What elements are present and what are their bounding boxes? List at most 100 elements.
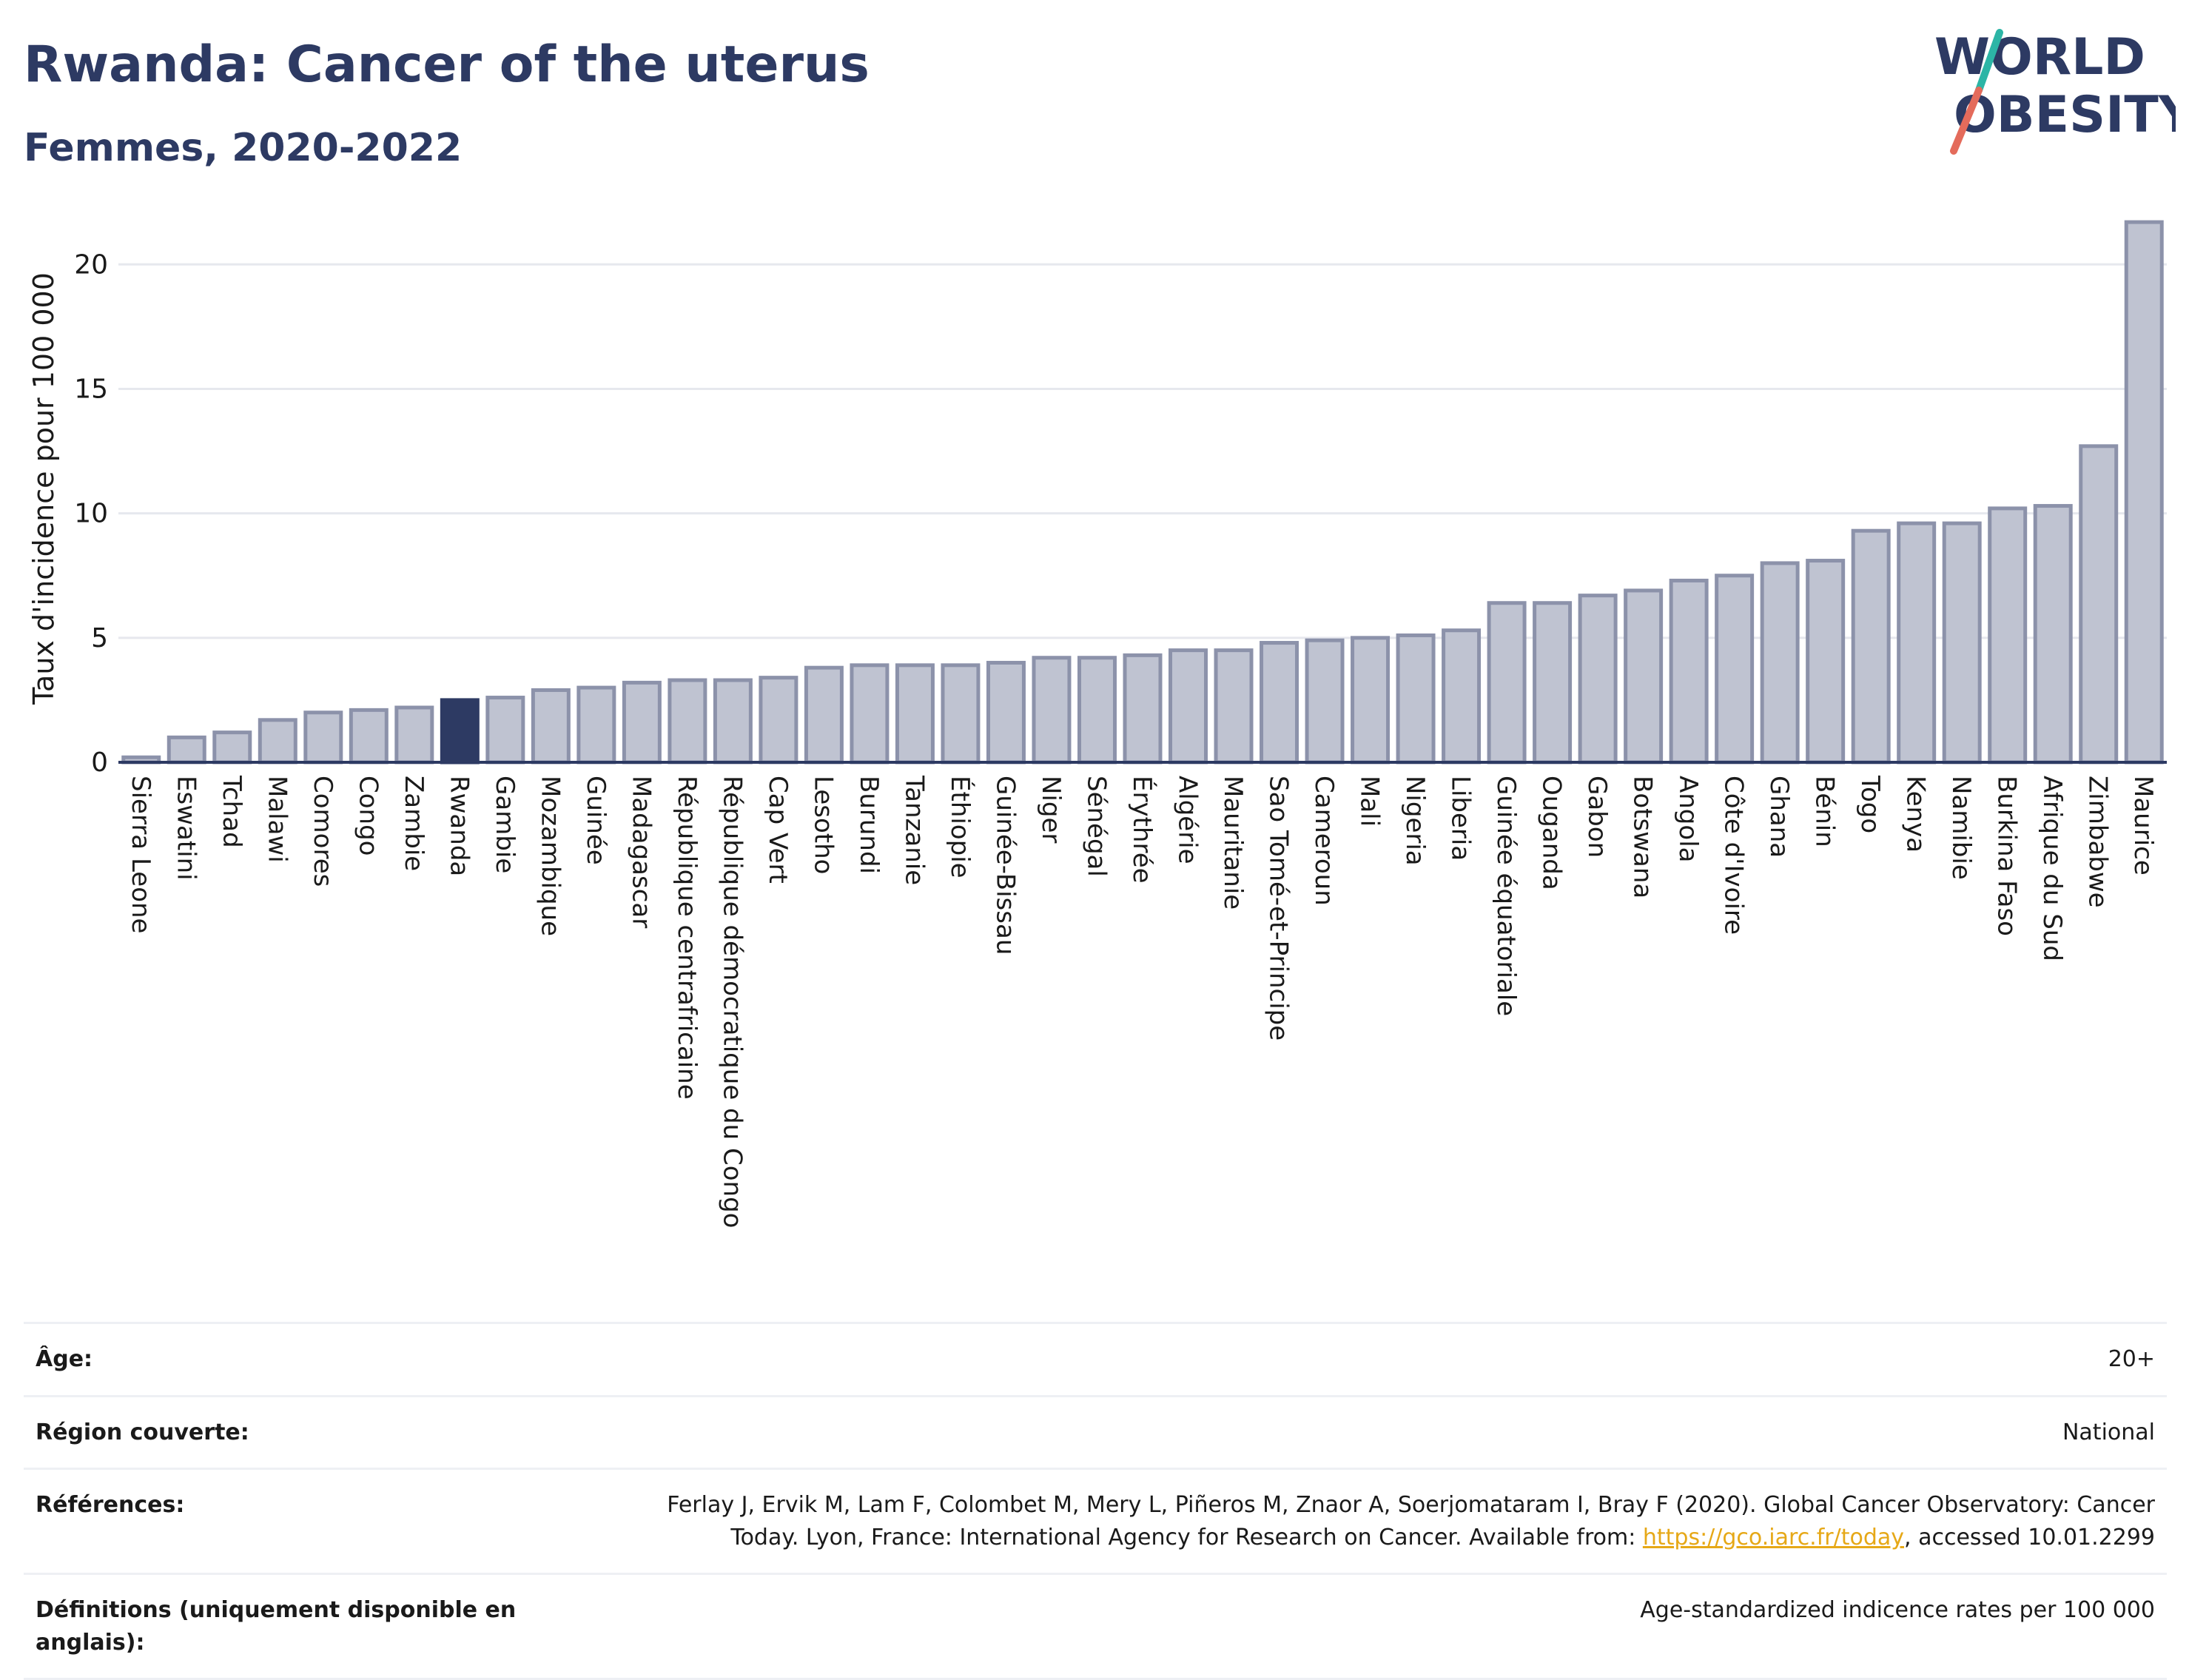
bar-7[interactable]	[440, 698, 480, 765]
y-tick-label: 5	[91, 623, 108, 653]
x-tick-label: Mozambique	[535, 776, 565, 936]
bar-23[interactable]	[1169, 648, 1208, 765]
bar-18[interactable]	[941, 663, 981, 765]
y-tick-label: 0	[91, 747, 108, 778]
meta-row-region: Région couverte: National	[24, 1394, 2167, 1468]
x-tick-label: Sao Tomé-et-Principe	[1264, 776, 1294, 1041]
x-tick-label: Sierra Leone	[126, 776, 155, 933]
bar-16[interactable]	[850, 663, 890, 765]
bar-28[interactable]	[1396, 633, 1436, 765]
bar-38[interactable]	[1851, 528, 1891, 765]
bar-33[interactable]	[1624, 588, 1664, 765]
bar-15[interactable]	[804, 665, 844, 765]
world-obesity-logo: WORLD OBESITY	[1934, 28, 2176, 155]
y-tick-label: 15	[74, 374, 108, 404]
x-tick-label: Ouganda	[1537, 776, 1567, 890]
x-tick-label: Niger	[1036, 776, 1066, 843]
bar-12[interactable]	[668, 678, 707, 765]
chart-subtitle: Femmes, 2020-2022	[24, 126, 463, 170]
bar-2[interactable]	[212, 730, 252, 765]
bar-1[interactable]	[167, 735, 206, 765]
x-tick-label: Nigeria	[1400, 776, 1430, 866]
bar-25[interactable]	[1260, 641, 1299, 765]
x-tick-label: Burkina Faso	[1992, 776, 2022, 936]
bar-13[interactable]	[713, 678, 753, 765]
bar-26[interactable]	[1305, 638, 1345, 765]
meta-definitions-value: Age-standardized indicence rates per 100…	[1640, 1597, 2155, 1623]
x-tick-label: Botswana	[1628, 776, 1658, 898]
x-tick-label: Bénin	[1810, 776, 1840, 847]
x-tick-label: Zimbabwe	[2083, 776, 2113, 908]
bar-11[interactable]	[622, 680, 662, 765]
axes: 0 5 10 15 20 Sierra Leone Eswatini Tchad Malawi C…	[74, 249, 2167, 1228]
bars	[121, 220, 2164, 765]
bar-3[interactable]	[258, 718, 297, 765]
x-tick-label: Guinée	[581, 776, 611, 865]
x-tick-label: Malawi	[262, 776, 292, 863]
bar-9[interactable]	[531, 688, 571, 765]
x-tick-label: Sénégal	[1081, 776, 1111, 877]
x-tick-label: Gambie	[490, 776, 519, 873]
bar-8[interactable]	[485, 696, 525, 765]
bar-40[interactable]	[1942, 521, 1982, 765]
bar-chart: 0 5 10 15 20 Sierra Leone Eswatini Tchad Malawi C…	[27, 220, 2167, 1228]
references-link[interactable]: https://gco.iarc.fr/today	[1642, 1524, 1905, 1550]
x-tick-label: Éthiopie	[945, 776, 975, 878]
bar-37[interactable]	[1806, 559, 1846, 765]
y-tick-label: 20	[74, 249, 108, 280]
chart-title: Rwanda: Cancer of the uterus	[24, 36, 870, 94]
bar-44[interactable]	[2124, 220, 2164, 765]
x-tick-label: Algérie	[1173, 776, 1203, 864]
bar-17[interactable]	[895, 663, 935, 765]
bar-21[interactable]	[1077, 656, 1117, 765]
y-axis-title: Taux d'incidence pour 100 000	[27, 272, 60, 705]
x-tick-label: République démocratique du Congo	[717, 776, 747, 1228]
bar-19[interactable]	[986, 660, 1026, 765]
references-text: Ferlay J, Ervik M, Lam F, Colombet M, Me…	[667, 1492, 2155, 1550]
x-tick-label: Cameroun	[1309, 776, 1339, 906]
x-tick-label: Mali	[1355, 776, 1385, 827]
bar-36[interactable]	[1760, 561, 1800, 765]
bar-43[interactable]	[2079, 444, 2119, 765]
meta-row-age: Âge: 20+	[24, 1322, 2167, 1395]
x-tick-label: Cap Vert	[763, 776, 793, 884]
bar-6[interactable]	[394, 705, 434, 765]
bar-27[interactable]	[1351, 636, 1391, 765]
bar-4[interactable]	[303, 710, 343, 765]
meta-region-value: National	[2062, 1419, 2155, 1445]
logo-stripe-teal	[1975, 29, 2003, 94]
x-tick-label: Côte d'Ivoire	[1719, 776, 1749, 935]
bar-41[interactable]	[1988, 506, 2028, 765]
bar-14[interactable]	[759, 676, 798, 765]
bar-29[interactable]	[1442, 628, 1482, 765]
meta-age-value: 20+	[2108, 1346, 2155, 1372]
x-tick-label: Congo	[353, 776, 383, 856]
y-tick-label: 10	[74, 499, 108, 529]
bar-5[interactable]	[349, 708, 389, 765]
meta-row-definitions: Définitions (uniquement disponible en an…	[24, 1573, 2167, 1680]
x-tick-label: Comores	[308, 776, 337, 887]
bar-24[interactable]	[1214, 648, 1254, 765]
meta-definitions-label: Définitions (uniquement disponible en an…	[36, 1597, 517, 1656]
bar-20[interactable]	[1032, 656, 1072, 765]
bar-32[interactable]	[1578, 594, 1618, 765]
bar-22[interactable]	[1123, 653, 1163, 765]
meta-row-references: Références: Ferlay J, Ervik M, Lam F, Co…	[24, 1468, 2167, 1573]
x-tick-label: Eswatini	[171, 776, 201, 881]
bar-39[interactable]	[1897, 521, 1937, 765]
x-tick-label: Maurice	[2128, 776, 2158, 876]
x-tick-label: Ghana	[1764, 776, 1794, 858]
bar-30[interactable]	[1487, 601, 1527, 765]
bar-10[interactable]	[576, 685, 616, 765]
x-tick-label: Érythrée	[1127, 776, 1157, 884]
bar-31[interactable]	[1533, 601, 1573, 765]
logo-line-1: WORLD	[1934, 28, 2145, 87]
bar-42[interactable]	[2033, 504, 2073, 765]
bar-35[interactable]	[1715, 574, 1755, 765]
x-tick-label: Gabon	[1582, 776, 1612, 858]
x-tick-label: Madagascar	[626, 776, 656, 928]
logo-stripe-coral	[1950, 87, 1983, 155]
x-tick-label: Afrique du Sud	[2037, 776, 2067, 961]
metadata-table: Âge: 20+ Région couverte: National Référ…	[24, 1322, 2167, 1680]
bar-34[interactable]	[1669, 578, 1709, 765]
